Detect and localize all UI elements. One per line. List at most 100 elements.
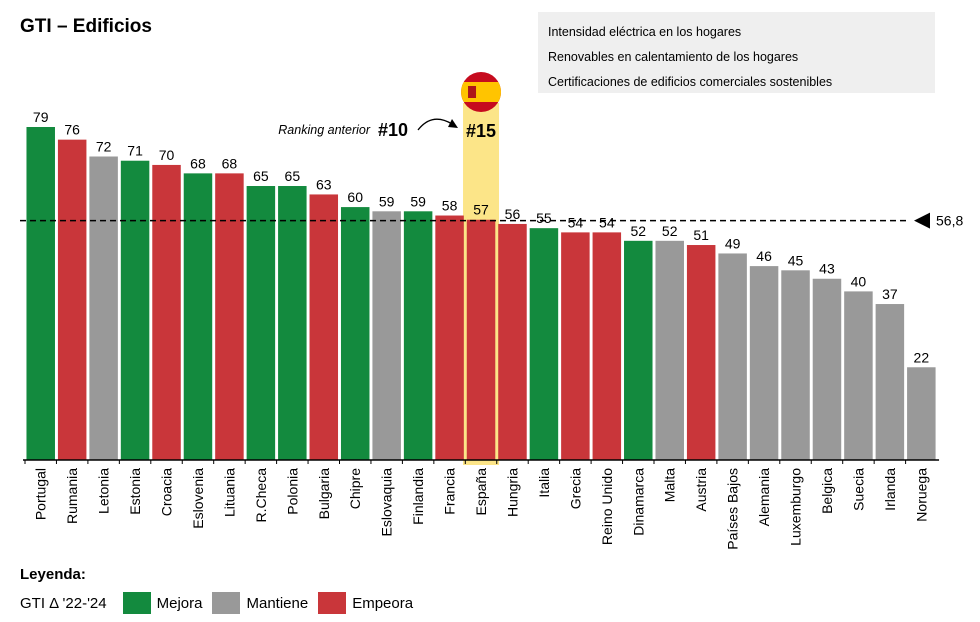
category-label: Estonia xyxy=(127,468,143,515)
legend-label-empeora: Empeora xyxy=(352,594,414,612)
legend-label-mejora: Mejora xyxy=(156,594,203,612)
value-label: 46 xyxy=(756,248,772,264)
value-label: 71 xyxy=(127,143,143,159)
legend-item-mejora: Mejora xyxy=(122,592,203,614)
value-label: 52 xyxy=(630,223,646,239)
bar-eslovaquia xyxy=(372,211,401,460)
bar-estonia xyxy=(120,160,150,461)
category-label: Italia xyxy=(536,468,552,498)
chart-title: GTI – Edificios xyxy=(20,16,152,37)
category-label: Luxemburgo xyxy=(788,468,804,546)
bar-suecia xyxy=(844,291,873,460)
bar-irlanda xyxy=(875,304,905,460)
value-label: 49 xyxy=(725,235,741,251)
legend: GTI Δ '22-'24 Mejora Mantiene Empeora xyxy=(20,592,423,614)
value-label: 65 xyxy=(285,168,301,184)
spain-flag-icon xyxy=(461,72,502,112)
value-label: 76 xyxy=(64,122,80,138)
value-label: 54 xyxy=(599,214,615,230)
bar-rumania xyxy=(57,139,87,460)
indicator-item: Renovables en calentamiento de los hogar… xyxy=(548,50,799,64)
legend-swatch-mantiene xyxy=(212,592,241,614)
value-label: 45 xyxy=(788,252,804,268)
category-label: Polonia xyxy=(284,468,300,515)
value-label: 43 xyxy=(819,261,835,277)
value-label: 68 xyxy=(222,155,238,171)
bar-chart: 56,8 79 76 72 71 70 68 68 65 65 63 60 59 59 58 57 56 55 54… xyxy=(20,72,963,550)
bar-bulgaria xyxy=(309,194,339,460)
bar-reino-unido xyxy=(592,232,622,460)
value-label: 52 xyxy=(662,223,678,239)
value-label: 65 xyxy=(253,168,269,184)
bar-grecia xyxy=(561,232,590,460)
value-label: 57 xyxy=(473,202,489,218)
bar-alemania xyxy=(749,266,779,460)
rank-arrow xyxy=(417,118,453,131)
bar-finlandia xyxy=(403,211,433,460)
value-label: 37 xyxy=(882,286,898,302)
category-label: Belgica xyxy=(819,468,835,514)
current-rank-label: #15 xyxy=(466,121,496,141)
legend-swatch-empeora xyxy=(318,592,347,614)
legend-item-empeora: Empeora xyxy=(318,592,413,614)
indicator-item: Certificaciones de edificios comerciales… xyxy=(548,75,833,89)
rank-arrow-head xyxy=(448,119,458,128)
category-label: Dinamarca xyxy=(630,468,646,536)
category-label: Eslovenia xyxy=(190,468,206,529)
bar-letonia xyxy=(89,156,118,460)
category-label: España xyxy=(473,468,489,516)
bar-chipre xyxy=(340,207,370,460)
previous-rank-label: #10 xyxy=(378,120,408,140)
category-label: Lituania xyxy=(221,468,237,517)
bar-r-checa xyxy=(246,186,276,460)
average-label: 56,8 xyxy=(936,213,963,229)
value-label: 54 xyxy=(568,214,584,230)
value-label: 59 xyxy=(410,193,426,209)
category-label: Finlandia xyxy=(410,468,426,525)
bar-luxemburgo xyxy=(781,270,810,460)
category-label: Reino Unido xyxy=(599,468,615,545)
category-label: Suecia xyxy=(850,468,866,511)
bar-hungria xyxy=(498,223,527,460)
average-arrow xyxy=(914,212,930,229)
bar-francia xyxy=(435,215,464,460)
bar-belgica xyxy=(812,278,842,460)
legend-title: Leyenda: xyxy=(20,566,86,583)
bar-portugal xyxy=(26,127,55,460)
category-label: R.Checa xyxy=(253,468,269,523)
bar-noruega xyxy=(907,367,936,460)
bar-espa-a xyxy=(466,219,496,460)
category-label: Noruega xyxy=(913,468,929,522)
previous-rank-caption: Ranking anterior xyxy=(278,123,371,137)
category-label: Países Bajos xyxy=(725,468,741,550)
value-label: 59 xyxy=(379,193,395,209)
value-label: 58 xyxy=(442,198,458,214)
bar-croacia xyxy=(152,164,181,460)
bar-eslovenia xyxy=(183,173,213,460)
legend-label-mantiene: Mantiene xyxy=(246,594,309,612)
category-label: Letonia xyxy=(96,468,112,514)
category-label: Chipre xyxy=(347,468,363,509)
legend-swatch-mejora xyxy=(122,592,151,614)
category-label: Rumania xyxy=(64,468,80,524)
bar-austria xyxy=(686,245,716,460)
category-label: Irlanda xyxy=(882,468,898,511)
value-label: 70 xyxy=(159,147,175,163)
value-label: 63 xyxy=(316,176,332,192)
value-label: 56 xyxy=(505,206,521,222)
category-label: Hungria xyxy=(504,468,520,517)
value-label: 51 xyxy=(693,227,709,243)
category-label: Croacia xyxy=(159,468,175,516)
value-label: 55 xyxy=(536,210,552,226)
value-label: 79 xyxy=(33,109,49,125)
bar-dinamarca xyxy=(624,240,653,460)
value-label: 60 xyxy=(347,189,363,205)
category-label: Francia xyxy=(442,468,458,515)
value-label: 22 xyxy=(914,349,930,365)
bar-italia xyxy=(529,228,559,460)
value-label: 68 xyxy=(190,155,206,171)
value-label: 40 xyxy=(851,273,867,289)
category-label: Eslovaquia xyxy=(379,468,395,537)
legend-item-mantiene: Mantiene xyxy=(212,592,308,614)
bar-malta xyxy=(655,240,684,460)
